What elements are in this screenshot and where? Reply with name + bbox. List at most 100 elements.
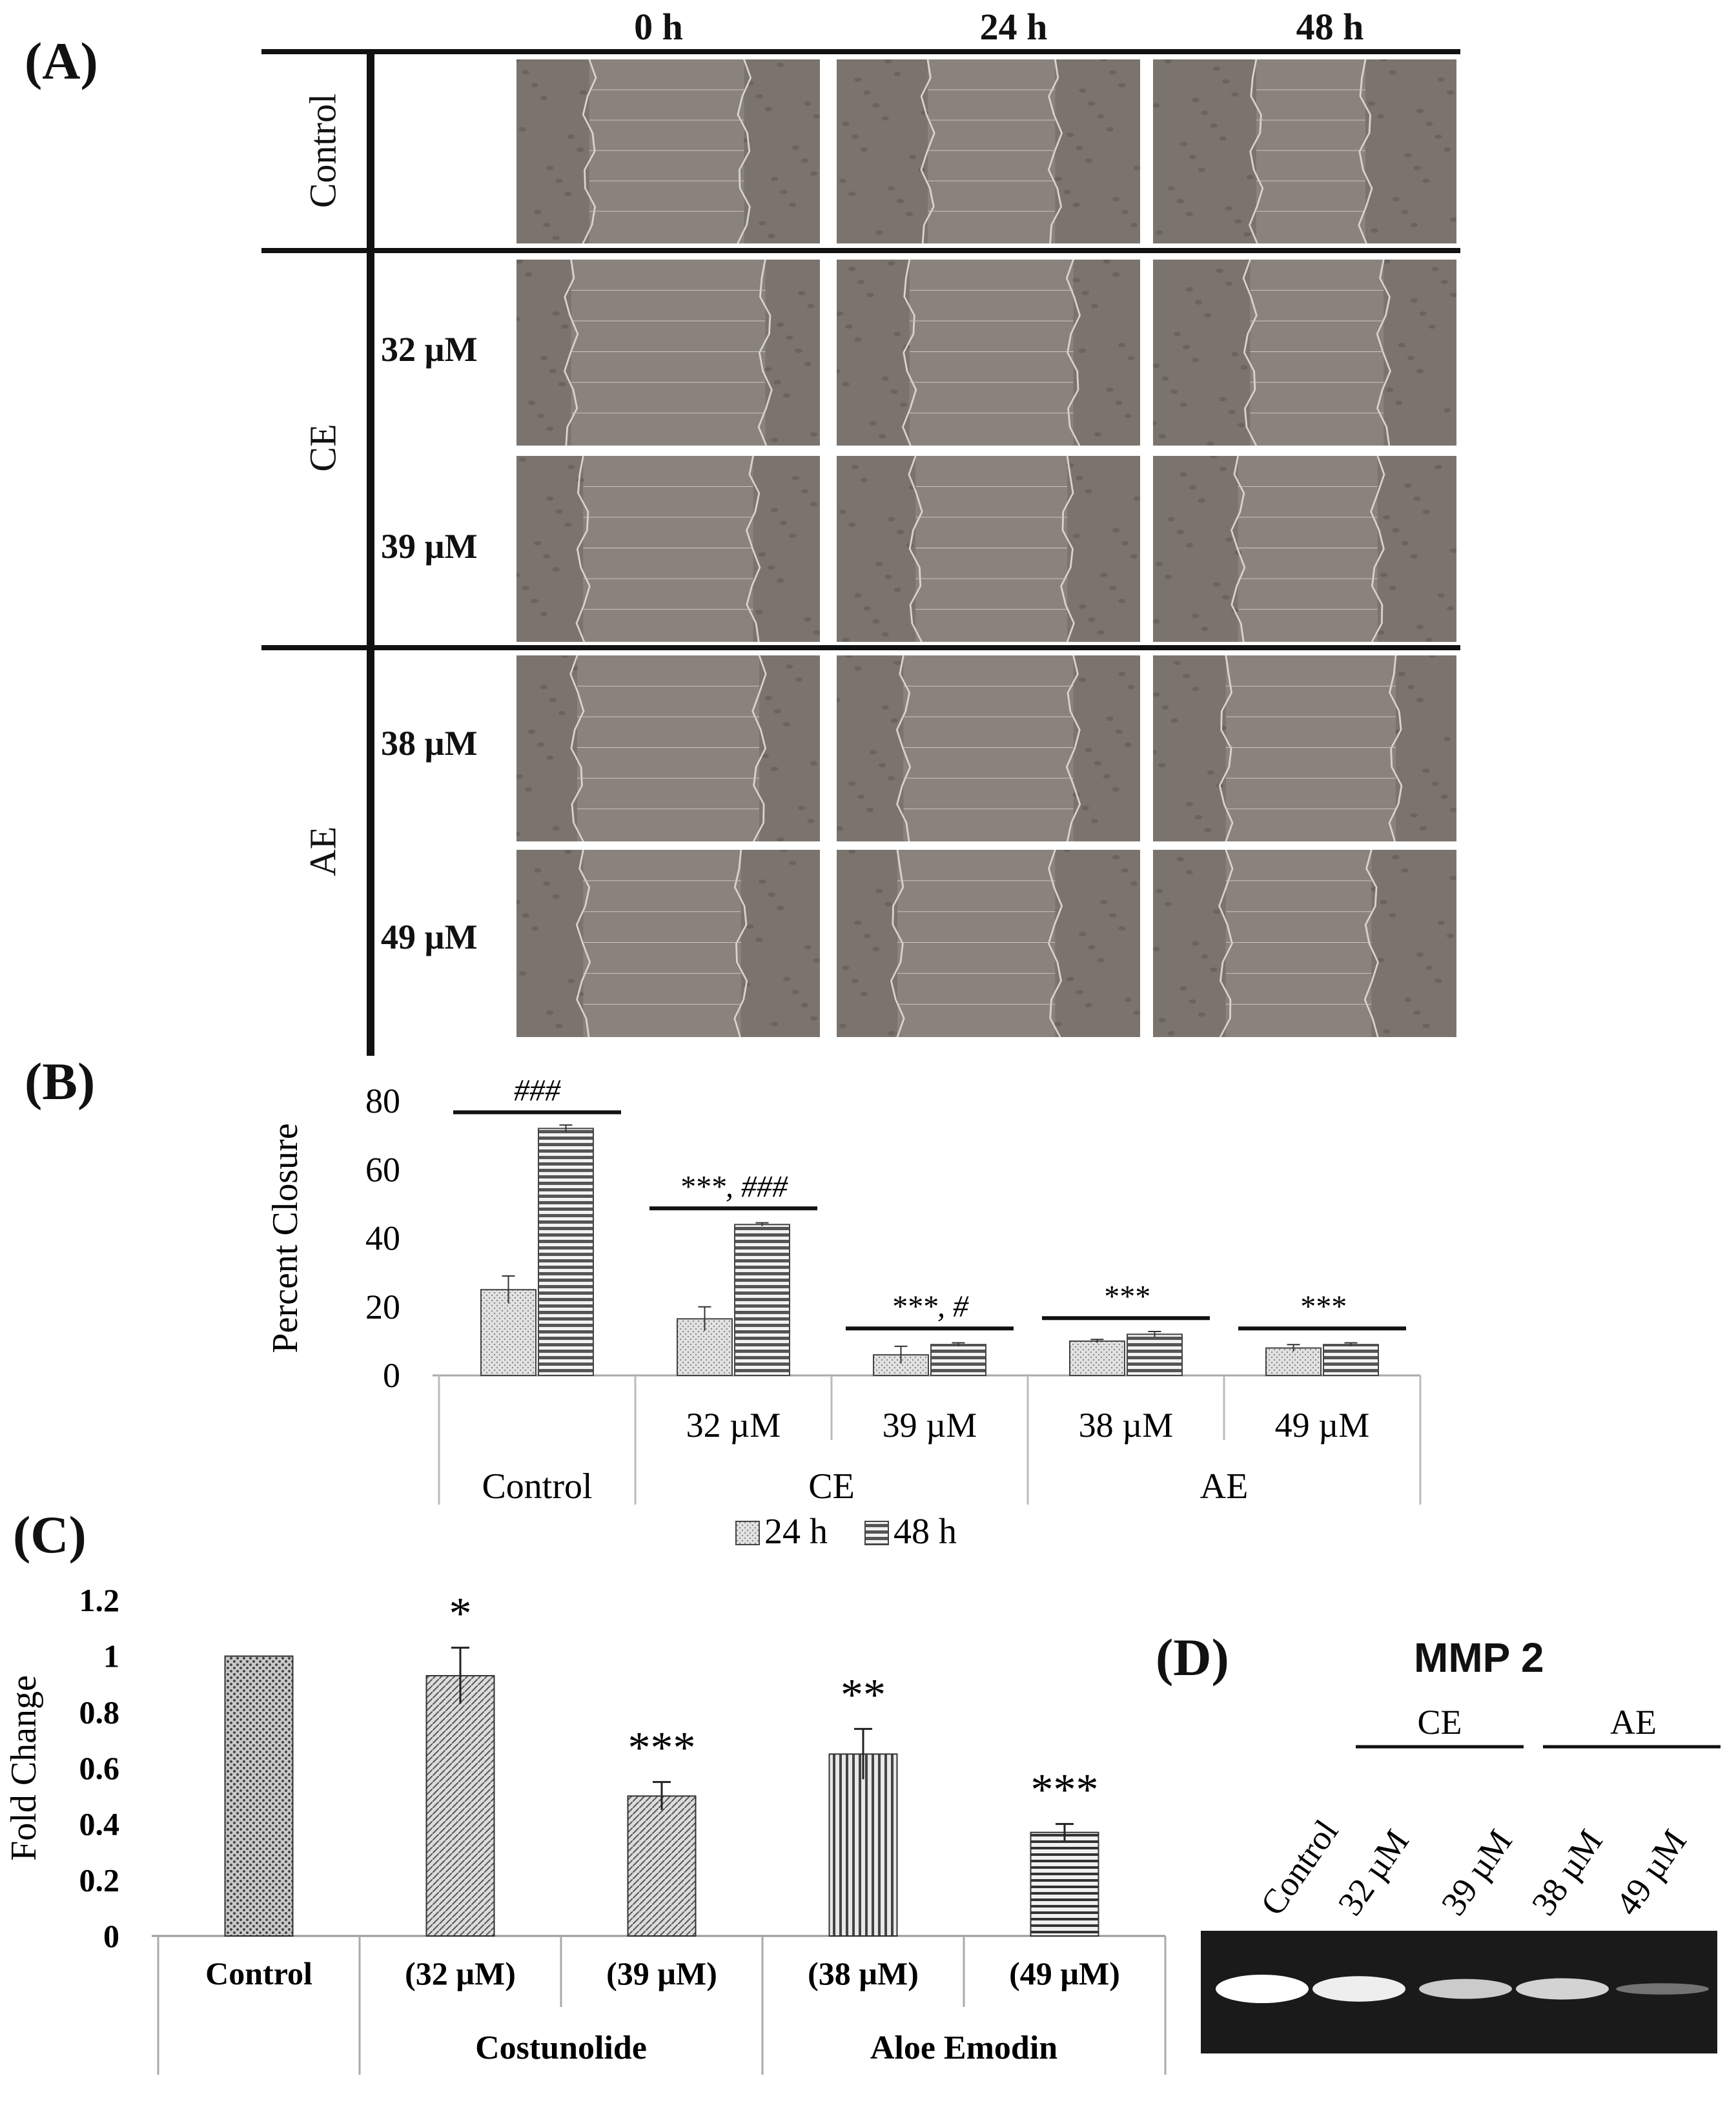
gel-band-0 [1216,1975,1309,2003]
significance-label: *** [1031,1765,1099,1815]
legend-label-24h: 24 h [764,1512,828,1550]
x-tick-label: (32 µM) [405,1955,516,1991]
group-label: Aloe Emodin [870,2030,1057,2066]
x-tick-label: 32 µM [686,1406,781,1445]
micrograph-r2-c1 [837,456,1140,642]
x-tick-label: 49 µM [1275,1406,1370,1445]
legend-swatch-24h [735,1521,760,1545]
bar-24h-3 [1069,1340,1125,1376]
panel-c-label: (C) [13,1505,87,1564]
bar-0 [224,1655,294,1937]
gel-band-3 [1516,1978,1609,2000]
bar-48h-4 [1323,1344,1379,1376]
conc-label-39: 39 µM [381,527,478,566]
micrograph-r2-c2 [1153,456,1456,642]
micrograph-r0-c0 [516,59,820,243]
micrograph-r4-c2 [1153,850,1456,1037]
x-tick-label: (38 µM) [808,1955,919,1991]
x-tick-label: (39 µM) [606,1955,717,1991]
significance-label: ***, ### [679,1169,788,1204]
y-tick-label: 1 [103,1638,119,1674]
y-tick-label: 0.6 [79,1750,120,1786]
bar-24h-0 [480,1289,536,1376]
significance-label: ### [514,1074,561,1108]
y-tick-label: 0 [103,1918,119,1954]
bar-2 [627,1795,697,1937]
conc-label-32: 32 µM [381,330,478,369]
micrograph-r2-c0 [516,456,820,642]
bar-48h-3 [1127,1333,1183,1376]
conc-label-49: 49 µM [381,918,478,956]
gel-title: MMP 2 [1414,1634,1544,1681]
significance-label: ** [841,1670,886,1720]
lane-label: 49 µM [1608,1822,1694,1922]
y-tick-label: 0.2 [79,1862,120,1898]
y-tick-label: 1.2 [79,1582,120,1618]
x-tick-label: 39 µM [883,1406,977,1445]
micrograph-r4-c1 [837,850,1140,1037]
micrograph-r0-c1 [837,59,1140,243]
micrograph-r4-c0 [516,850,820,1037]
group-label: Control [482,1466,592,1507]
group-label: AE [1200,1466,1249,1507]
y-tick-label: 40 [365,1219,400,1258]
group-label: CE [808,1466,855,1507]
group-label: Costunolide [475,2030,647,2066]
column-header-24h: 24 h [979,6,1048,48]
y-axis-label: Percent Closure [265,1123,305,1353]
panel-c-chart: Fold Change 0 0.2 0.4 0.6 0.8 1 1.2 Control * (32 … [4,1582,1167,2075]
significance-label: *** [1299,1290,1345,1324]
bar-3 [828,1753,898,1937]
gel-band-4 [1616,1983,1709,1995]
row-label-ae: AE [301,826,344,877]
micrograph-r3-c1 [837,655,1140,841]
micrograph-r3-c0 [516,655,820,841]
column-header-48h: 48 h [1296,6,1364,48]
y-tick-label: 80 [365,1082,400,1120]
lane-label: 38 µM [1524,1822,1610,1922]
bar-24h-4 [1265,1347,1322,1376]
lane-label: 39 µM [1434,1822,1520,1922]
gel-group-ae: AE [1610,1705,1657,1742]
bar-48h-1 [734,1224,790,1376]
y-axis-label: Fold Change [4,1675,44,1861]
y-tick-label: 20 [365,1288,400,1326]
x-tick-label: (49 µM) [1009,1955,1120,1991]
micrograph-r1-c2 [1153,260,1456,446]
conc-label-38: 38 µM [381,724,478,763]
significance-label: ***, # [891,1290,969,1324]
micrograph-r0-c2 [1153,59,1456,243]
bar-1 [425,1675,495,1937]
panel-b-label: (B) [25,1052,96,1111]
y-tick-label: 0.4 [79,1806,120,1842]
gel-band-2 [1419,1979,1512,1999]
legend-swatch-48h [864,1521,889,1545]
legend-label-48h: 48 h [894,1512,957,1550]
panel-b-chart: Percent Closure 0 20 40 60 80 ### ***, ### 32 µM… [265,1074,1422,1550]
bar-4 [1030,1831,1099,1937]
micrograph-r1-c0 [516,260,820,446]
micrograph-r1-c1 [837,260,1140,446]
significance-label: * [449,1589,472,1639]
row-label-control: Control [301,93,344,209]
x-tick-label: Control [205,1955,312,1991]
gel-group-ce: CE [1417,1705,1462,1742]
significance-label: *** [628,1723,696,1773]
significance-label: *** [1103,1279,1149,1313]
bar-48h-2 [930,1344,986,1376]
y-tick-label: 0.8 [79,1694,120,1730]
lane-label: Control [1253,1813,1346,1922]
x-tick-label: 38 µM [1079,1406,1174,1445]
bar-48h-0 [538,1127,594,1376]
column-header-0h: 0 h [634,6,683,48]
panel-d-label: (D) [1156,1628,1229,1687]
y-tick-label: 60 [365,1150,400,1189]
panel-a-frame [261,49,1460,1056]
gel-band-1 [1312,1976,1405,2002]
y-tick-label: 0 [383,1356,400,1395]
panel-a-label: (A) [25,32,98,90]
micrograph-r3-c2 [1153,655,1456,841]
row-label-ce: CE [301,424,344,472]
